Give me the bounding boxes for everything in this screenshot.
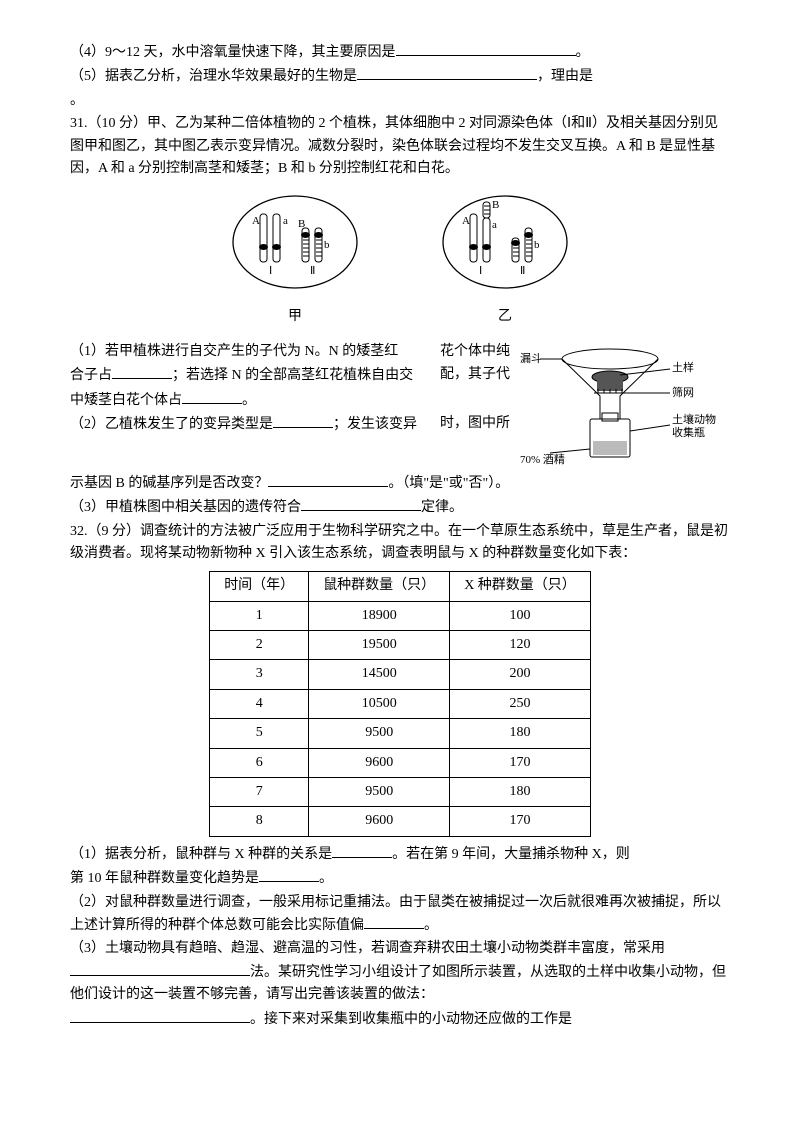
cell-diagrams-row: A a Ⅰ B b Ⅱ 甲: [70, 192, 730, 328]
blank: [112, 364, 172, 379]
cell-yi-svg: A B a Ⅰ b Ⅱ: [435, 192, 575, 302]
svg-text:a: a: [283, 215, 288, 227]
table-row: 219500120: [210, 631, 591, 660]
label-bottle1: 土壤动物: [672, 412, 716, 426]
q32-1a: （1）据表分析，鼠种群与 X 种群的关系是: [70, 847, 332, 862]
q32-3-line: （3）土壤动物具有趋暗、趋湿、避高温的习性，若调查弃耕农田土壤小动物类群丰富度，…: [70, 938, 730, 1006]
q31-2a-mid: ；发生该变异: [333, 417, 417, 432]
question-5-line: （5）据表乙分析，治理水华效果最好的生物是 ，理由是: [70, 65, 730, 88]
tbody: 118900100 219500120 314500200 410500250 …: [210, 601, 591, 836]
q31-2b-mid: 。（填"是"或"否"）。: [388, 476, 509, 491]
q5a-text: （5）据表乙分析，治理水华效果最好的生物是: [70, 69, 357, 84]
q32-1a-line: （1）据表分析，鼠种群与 X 种群的关系是 。若在第 9 年间，大量捕杀物种 X，…: [70, 843, 730, 866]
funnel-figure: 漏斗 土样 筛网 土壤动物 收集瓶 70% 酒精: [520, 341, 730, 479]
svg-text:b: b: [324, 239, 330, 251]
q31-wrap-text: （1）若甲植株进行自交产生的子代为 N。N 的矮茎红 花个体中纯 合子占 ；若选择…: [70, 341, 510, 437]
q31-1a: （1）若甲植株进行自交产生的子代为 N。N 的矮茎红: [70, 344, 398, 359]
q5b-text: ，理由是: [537, 69, 593, 84]
svg-text:Ⅱ: Ⅱ: [310, 265, 315, 277]
blank: [332, 843, 392, 858]
svg-text:A: A: [252, 215, 260, 227]
table-row: 59500180: [210, 719, 591, 748]
svg-text:a: a: [492, 219, 497, 231]
blank: [70, 1008, 250, 1023]
q32-3b-line: 。接下来对采集到收集瓶中的小动物还应做的工作是: [70, 1008, 730, 1031]
q31-3-tail: 定律。: [421, 500, 463, 515]
period: 。: [576, 45, 590, 60]
label-soil: 土样: [672, 360, 694, 374]
q31-1b-tail: 配，其子代: [440, 364, 510, 386]
svg-text:A: A: [462, 215, 470, 227]
q4-text: （4）9～12 天，水中溶氧量快速下降，其主要原因是: [70, 45, 396, 60]
table-row: 314500200: [210, 660, 591, 689]
q32-1b-line: 第 10 年鼠种群数量变化趋势是 。: [70, 867, 730, 890]
cell-jia-svg: A a Ⅰ B b Ⅱ: [225, 192, 365, 302]
period-line: 。: [70, 90, 730, 112]
svg-text:b: b: [534, 239, 540, 251]
label-alcohol: 70% 酒精: [520, 453, 565, 466]
svg-text:B: B: [492, 199, 499, 211]
table-row: 410500250: [210, 689, 591, 718]
label-bottle2: 收集瓶: [672, 425, 705, 439]
q31-intro: 31.（10 分）甲、乙为某种二倍体植物的 2 个植株，其体细胞中 2 对同源染…: [70, 113, 730, 180]
q31-1c-tail: 。: [242, 393, 256, 408]
svg-text:Ⅰ: Ⅰ: [479, 265, 482, 277]
table-row: 79500180: [210, 778, 591, 807]
blank: [182, 389, 242, 404]
q31-2b: 示基因 B 的碱基序列是否改变？: [70, 476, 268, 491]
blank: [273, 413, 333, 428]
q32-1b-tail: 。: [319, 871, 333, 886]
label-funnel: 漏斗: [520, 352, 542, 365]
caption-jia: 甲: [288, 306, 302, 328]
diagram-yi: A B a Ⅰ b Ⅱ 乙: [435, 192, 575, 328]
q31-2a-tail: 时，图中所: [440, 413, 510, 435]
blank: [70, 961, 250, 976]
q31-1b-mid: ；若选择 N 的全部高茎红花植株自由交: [172, 368, 413, 383]
q31-3-line: （3）甲植株图中相关基因的遗传符合 定律。: [70, 496, 730, 519]
q31-wrap-section: 漏斗 土样 筛网 土壤动物 收集瓶 70% 酒精 （1）若甲植株进行自交产生的子…: [70, 341, 730, 471]
table-row: 89600170: [210, 807, 591, 836]
q31-2a: （2）乙植株发生了的变异类型是: [70, 417, 273, 432]
blank: [357, 65, 537, 80]
table-header-row: 时间（年） 鼠种群数量（只） X 种群数量（只）: [210, 572, 591, 601]
q32-intro: 32.（9 分）调查统计的方法被广泛应用于生物科学研究之中。在一个草原生态系统中…: [70, 521, 730, 566]
q31-1b: 合子占: [70, 368, 112, 383]
blank: [396, 41, 576, 56]
th-mouse: 鼠种群数量（只）: [309, 572, 450, 601]
q32-1a-mid: 。若在第 9 年间，大量捕杀物种 X，则: [392, 847, 630, 862]
q31-1a-tail: 花个体中纯: [440, 341, 510, 363]
blank: [268, 472, 388, 487]
svg-text:Ⅰ: Ⅰ: [269, 265, 272, 277]
question-4-line: （4）9～12 天，水中溶氧量快速下降，其主要原因是 。: [70, 41, 730, 64]
page-root: （4）9～12 天，水中溶氧量快速下降，其主要原因是。 （5）据表乙分析，治理水…: [0, 0, 800, 1072]
th-year: 时间（年）: [210, 572, 309, 601]
q32-3a: （3）土壤动物具有趋暗、趋湿、避高温的习性，若调查弃耕农田土壤小动物类群丰富度，…: [70, 941, 665, 956]
blank: [259, 867, 319, 882]
q31-1c: 中矮茎白花个体占: [70, 393, 182, 408]
population-table: 时间（年） 鼠种群数量（只） X 种群数量（只） 118900100 21950…: [209, 571, 591, 837]
th-x: X 种群数量（只）: [450, 572, 591, 601]
label-sieve: 筛网: [672, 385, 694, 399]
table-row: 118900100: [210, 601, 591, 630]
diagram-jia: A a Ⅰ B b Ⅱ 甲: [225, 192, 365, 328]
q31-3: （3）甲植株图中相关基因的遗传符合: [70, 500, 301, 515]
q32-1b: 第 10 年鼠种群数量变化趋势是: [70, 871, 259, 886]
svg-text:B: B: [298, 218, 305, 230]
caption-yi: 乙: [498, 306, 512, 328]
q32-2a-tail: 。: [424, 918, 438, 933]
svg-text:Ⅱ: Ⅱ: [520, 265, 525, 277]
table-row: 69600170: [210, 748, 591, 777]
q32-2-line: （2）对鼠种群数量进行调查，一般采用标记重捕法。由于鼠类在被捕捉过一次后就很难再…: [70, 892, 730, 938]
blank: [301, 496, 421, 511]
blank: [364, 914, 424, 929]
q32-3b-tail: 。接下来对采集到收集瓶中的小动物还应做的工作是: [250, 1012, 572, 1027]
